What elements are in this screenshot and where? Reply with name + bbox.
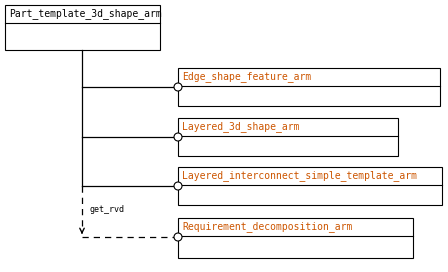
Circle shape <box>174 83 182 91</box>
Bar <box>178 118 398 156</box>
Text: Layered_3d_shape_arm: Layered_3d_shape_arm <box>182 122 300 132</box>
Bar <box>5 5 160 50</box>
Bar <box>178 68 440 106</box>
Bar <box>178 218 413 258</box>
Text: get_rvd: get_rvd <box>90 206 125 215</box>
Circle shape <box>174 233 182 241</box>
Bar <box>178 167 442 205</box>
Circle shape <box>174 133 182 141</box>
Text: Requirement_decomposition_arm: Requirement_decomposition_arm <box>182 222 353 233</box>
Text: Edge_shape_feature_arm: Edge_shape_feature_arm <box>182 72 311 82</box>
Circle shape <box>174 182 182 190</box>
Text: Part_template_3d_shape_arm: Part_template_3d_shape_arm <box>9 8 162 20</box>
Text: Layered_interconnect_simple_template_arm: Layered_interconnect_simple_template_arm <box>182 171 417 181</box>
